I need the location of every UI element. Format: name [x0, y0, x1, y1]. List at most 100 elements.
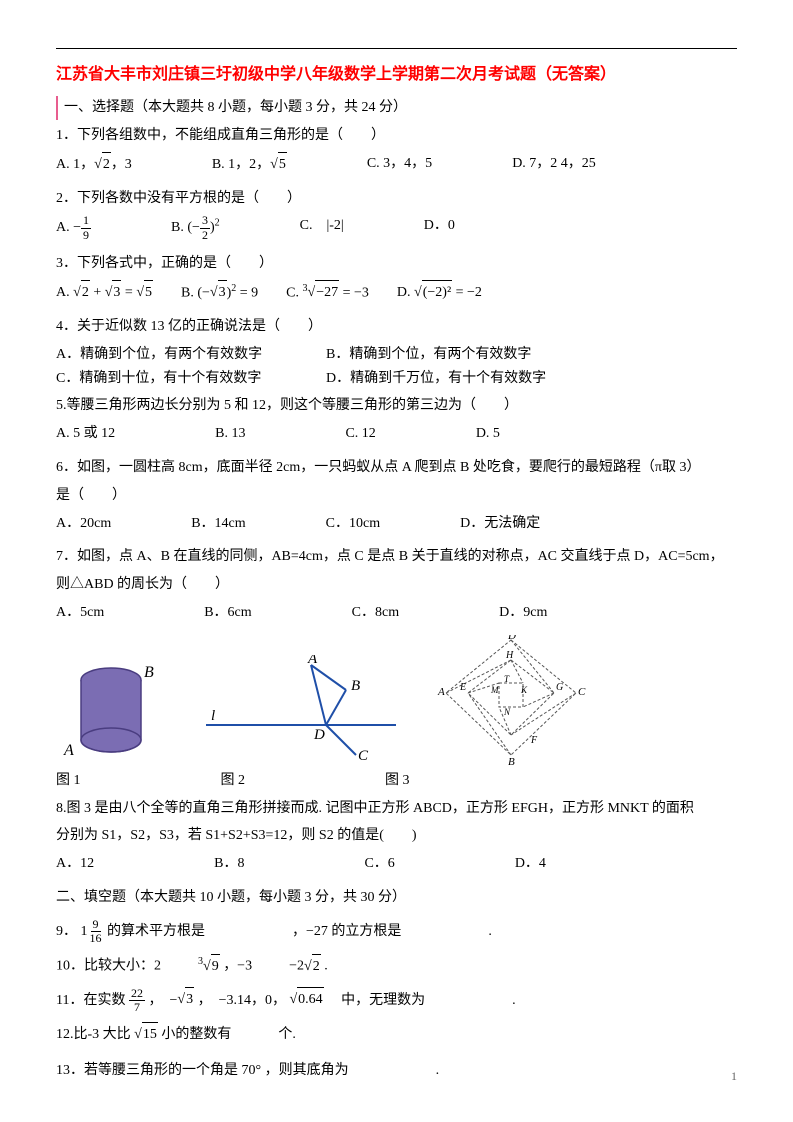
frac-icon: 32 [200, 214, 210, 241]
q10-pre: 10．比较大小：2 [56, 959, 161, 974]
svg-text:l: l [211, 708, 215, 724]
q2-options: A. −19 B. (−32)2 C. |-2| D．0 [56, 214, 737, 241]
q11-p4: 中，无理数为 [327, 992, 425, 1007]
q2-stem: 2．下列各数中没有平方根的是（ ） [56, 187, 737, 211]
q8-opt-c: C．6 [364, 852, 394, 876]
svg-text:A: A [307, 655, 318, 667]
q8-options: A．12 B．8 C．6 D．4 [56, 852, 737, 876]
svg-text:D: D [313, 727, 325, 743]
svg-text:F: F [530, 735, 538, 746]
q1-opt-d: D. 7，2 4，25 [512, 152, 596, 177]
svg-text:N: N [503, 707, 511, 717]
q1a-pre: A. 1， [56, 157, 94, 172]
q7-opt-c: C．8cm [352, 601, 399, 625]
q1-opt-a: A. 1，2，3 [56, 152, 132, 177]
svg-text:D: D [507, 635, 516, 642]
q13-end: . [436, 1063, 440, 1078]
cbrt-icon: 9 [203, 954, 220, 979]
svg-text:M: M [490, 685, 499, 695]
q4-row2: C．精确到十位，有十个有效数字D．精确到千万位，有十个有效数字 [56, 367, 737, 391]
q9-pre: 9． [56, 924, 77, 939]
top-rule [56, 48, 737, 49]
q7-opt-d: D．9cm [499, 601, 547, 625]
q3c-eq: = −3 [343, 285, 369, 300]
q11-pre: 11．在实数 [56, 992, 125, 1007]
fig2-label: 图 2 [221, 769, 246, 793]
q7-stem2: 则△ABD 的周长为（ ） [56, 573, 737, 597]
q12-mid: 小的整数有 [161, 1027, 231, 1042]
svg-text:H: H [505, 650, 514, 661]
q9: 9． 1916 的算术平方根是 ，−27 的立方根是 . [56, 918, 737, 945]
q3-opt-d: D. (−2)² = −2 [397, 280, 482, 305]
q5-opt-a: A. 5 或 12 [56, 422, 115, 446]
q1-opt-c: C. 3，4，5 [367, 152, 432, 177]
frac-icon: 19 [81, 214, 91, 241]
frac-icon: 916 [88, 918, 104, 945]
q2-opt-d: D．0 [424, 214, 455, 241]
svg-text:C: C [578, 686, 586, 698]
q4-stem: 4．关于近似数 13 亿的正确说法是（ ） [56, 315, 737, 339]
q9-end: . [488, 924, 492, 939]
q2-opt-c: C. |-2| [300, 214, 344, 241]
svg-text:G: G [556, 682, 563, 693]
q5-opt-d: D. 5 [476, 422, 500, 446]
q9-mid2: ，−27 的立方根是 [292, 924, 401, 939]
svg-text:A: A [63, 742, 74, 759]
sqrt-icon: (−2)² [414, 280, 452, 305]
q6-stem1: 6．如图，一圆柱高 8cm，底面半径 2cm，一只蚂蚁从点 A 爬到点 B 处吃… [56, 456, 737, 480]
svg-text:B: B [351, 678, 360, 694]
q3d-eq: = −2 [456, 285, 482, 300]
q1b-pre: B. 1，2， [212, 157, 270, 172]
q13-pre: 13．若等腰三角形的一个角是 [56, 1063, 238, 1078]
q12-pre: 12.比-3 大比 [56, 1027, 131, 1042]
q5-opt-c: C. 12 [345, 422, 375, 446]
q6-opt-c: C．10cm [326, 512, 380, 536]
q7-options: A．5cm B．6cm C．8cm D．9cm [56, 601, 737, 625]
q3b-lbl: B. [181, 285, 194, 300]
q2a-lbl: A. [56, 220, 70, 235]
q1a-post: ，3 [111, 157, 132, 172]
exam-title: 江苏省大丰市刘庄镇三圩初级中学八年级数学上学期第二次月考试题（无答案） [56, 61, 737, 88]
page-number: 1 [731, 1066, 737, 1086]
q2b-lbl: B. [171, 220, 184, 235]
q13-p2: ，则其底角为 [265, 1063, 349, 1078]
q3-stem: 3．下列各式中，正确的是（ ） [56, 252, 737, 276]
q4-opt-c: C．精确到十位，有十个有效数字 [56, 367, 326, 391]
q6-opt-a: A．20cm [56, 512, 111, 536]
q3-opt-c: C. 3−27 = −3 [286, 280, 369, 305]
q11-p2: ， − [148, 992, 177, 1007]
q4-opt-a: A．精确到个位，有两个有效数字 [56, 343, 326, 367]
sqrt-icon: 5 [270, 152, 287, 177]
sqrt-icon: 2 [304, 954, 321, 979]
q6-options: A．20cm B．14cm C．10cm D．无法确定 [56, 512, 737, 536]
q5-opt-b: B. 13 [215, 422, 245, 446]
fig1-label: 图 1 [56, 769, 81, 793]
q12-end: 个. [278, 1027, 296, 1042]
q1-options: A. 1，2，3 B. 1，2，5 C. 3，4，5 D. 7，2 4，25 [56, 152, 737, 177]
q13-mid: 70° [242, 1063, 262, 1078]
blank [235, 1037, 275, 1038]
q1-stem: 1．下列各组数中，不能组成直角三角形的是（ ） [56, 124, 737, 148]
q6-stem2: 是（ ） [56, 484, 737, 508]
svg-text:B: B [508, 756, 515, 765]
sqrt-icon: 5 [136, 280, 153, 305]
svg-text:E: E [459, 682, 466, 693]
blank [209, 934, 289, 935]
q3c-lbl: C. [286, 285, 299, 300]
sqrt-icon: 3 [210, 280, 227, 305]
q8-stem1: 8.图 3 是由八个全等的直角三角形拼接而成. 记图中正方形 ABCD，正方形 … [56, 797, 737, 821]
svg-text:C: C [358, 748, 369, 764]
q5-options: A. 5 或 12 B. 13 C. 12 D. 5 [56, 422, 737, 446]
cbrt-icon: −27 [308, 280, 340, 305]
q1-opt-b: B. 1，2，5 [212, 152, 287, 177]
figure-2-triangle: A B D C l [196, 655, 406, 765]
svg-text:B: B [144, 664, 154, 681]
sqrt-icon: 3 [105, 280, 122, 305]
q7-opt-b: B．6cm [204, 601, 251, 625]
q2-opt-b: B. (−32)2 [171, 214, 220, 241]
figure-1-cylinder: B A [56, 655, 166, 765]
q4-opt-b: B．精确到个位，有两个有效数字 [326, 347, 531, 362]
svg-text:A: A [437, 686, 445, 698]
sqrt-icon: 2 [94, 152, 111, 177]
q8-stem2: 分别为 S1，S2，S3，若 S1+S2+S3=12，则 S2 的值是( ) [56, 824, 737, 848]
